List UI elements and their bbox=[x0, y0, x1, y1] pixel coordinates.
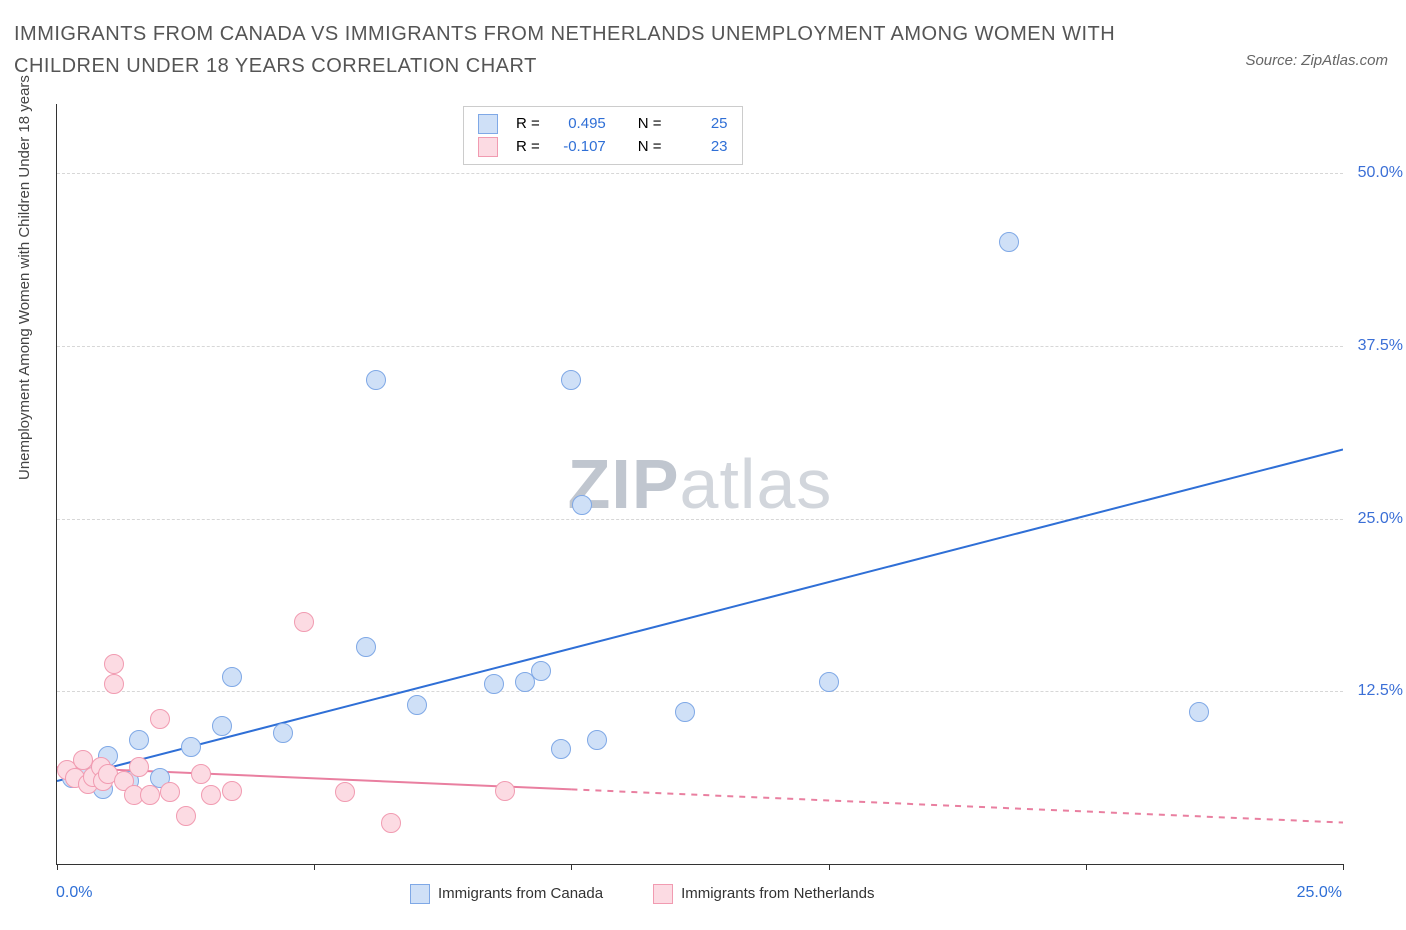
data-point-canada bbox=[675, 702, 695, 722]
y-tick-label: 50.0% bbox=[1358, 164, 1403, 182]
data-point-netherlands bbox=[150, 709, 170, 729]
legend-R-value: 0.495 bbox=[550, 113, 606, 136]
x-tick-mark bbox=[571, 864, 572, 870]
gridline bbox=[57, 691, 1343, 692]
data-point-netherlands bbox=[140, 785, 160, 805]
data-point-canada bbox=[212, 716, 232, 736]
data-point-netherlands bbox=[201, 785, 221, 805]
data-point-canada bbox=[222, 667, 242, 687]
data-point-netherlands bbox=[176, 806, 196, 826]
y-tick-label: 37.5% bbox=[1358, 337, 1403, 355]
legend-swatch bbox=[653, 884, 673, 904]
legend-item: Immigrants from Canada bbox=[410, 884, 603, 904]
legend-text: Immigrants from Canada bbox=[438, 885, 603, 902]
data-point-netherlands bbox=[104, 674, 124, 694]
data-point-netherlands bbox=[222, 781, 242, 801]
x-tick-mark bbox=[829, 864, 830, 870]
correlation-legend: R = 0.495 N = 25 R = -0.107 N = 23 bbox=[463, 106, 743, 165]
legend-N-value: 25 bbox=[672, 113, 728, 136]
legend-R-value: -0.107 bbox=[550, 136, 606, 159]
data-point-canada bbox=[531, 661, 551, 681]
trend-line-netherlands-dashed bbox=[571, 789, 1343, 822]
gridline bbox=[57, 519, 1343, 520]
legend-N-value: 23 bbox=[672, 136, 728, 159]
watermark: ZIPatlas bbox=[568, 444, 833, 524]
legend-swatch bbox=[410, 884, 430, 904]
x-tick-mark bbox=[1343, 864, 1344, 870]
data-point-canada bbox=[999, 232, 1019, 252]
data-point-canada bbox=[356, 637, 376, 657]
data-point-canada bbox=[819, 672, 839, 692]
data-point-canada bbox=[551, 739, 571, 759]
data-point-netherlands bbox=[160, 782, 180, 802]
legend-R-label: R = bbox=[516, 136, 540, 159]
data-point-canada bbox=[273, 723, 293, 743]
data-point-netherlands bbox=[191, 764, 211, 784]
data-point-canada bbox=[572, 495, 592, 515]
data-point-canada bbox=[1189, 702, 1209, 722]
y-tick-label: 12.5% bbox=[1358, 682, 1403, 700]
data-point-canada bbox=[484, 674, 504, 694]
data-point-netherlands bbox=[495, 781, 515, 801]
x-tick-mark bbox=[1086, 864, 1087, 870]
source-label: Source: ZipAtlas.com bbox=[1245, 52, 1388, 69]
trend-line-canada bbox=[57, 449, 1343, 781]
legend-swatch bbox=[478, 137, 498, 157]
data-point-canada bbox=[366, 370, 386, 390]
trend-lines bbox=[57, 104, 1343, 864]
legend-R-label: R = bbox=[516, 113, 540, 136]
data-point-netherlands bbox=[104, 654, 124, 674]
data-point-canada bbox=[587, 730, 607, 750]
legend-N-label: N = bbox=[638, 113, 662, 136]
data-point-canada bbox=[407, 695, 427, 715]
x-axis-max-label: 25.0% bbox=[1297, 884, 1342, 902]
data-point-netherlands bbox=[335, 782, 355, 802]
gridline bbox=[57, 173, 1343, 174]
legend-row-netherlands: R = -0.107 N = 23 bbox=[478, 136, 728, 159]
data-point-canada bbox=[181, 737, 201, 757]
y-axis-label: Unemployment Among Women with Children U… bbox=[16, 75, 33, 480]
data-point-netherlands bbox=[294, 612, 314, 632]
x-axis-min-label: 0.0% bbox=[56, 884, 92, 902]
plot-area: ZIPatlas R =0.495N =25R =-0.107N =23 12.… bbox=[56, 104, 1343, 865]
series-legend: Immigrants from Canada Immigrants from Ne… bbox=[410, 884, 874, 904]
legend-row-canada: R = 0.495 N = 25 bbox=[478, 113, 728, 136]
data-point-canada bbox=[129, 730, 149, 750]
x-tick-mark bbox=[314, 864, 315, 870]
data-point-canada bbox=[561, 370, 581, 390]
gridline bbox=[57, 346, 1343, 347]
legend-N-label: N = bbox=[638, 136, 662, 159]
legend-swatch bbox=[478, 114, 498, 134]
data-point-netherlands bbox=[129, 757, 149, 777]
x-tick-mark bbox=[57, 864, 58, 870]
data-point-netherlands bbox=[381, 813, 401, 833]
chart-title: IMMIGRANTS FROM CANADA VS IMMIGRANTS FRO… bbox=[14, 18, 1186, 82]
legend-item: Immigrants from Netherlands bbox=[653, 884, 874, 904]
legend-text: Immigrants from Netherlands bbox=[681, 885, 874, 902]
y-tick-label: 25.0% bbox=[1358, 510, 1403, 528]
